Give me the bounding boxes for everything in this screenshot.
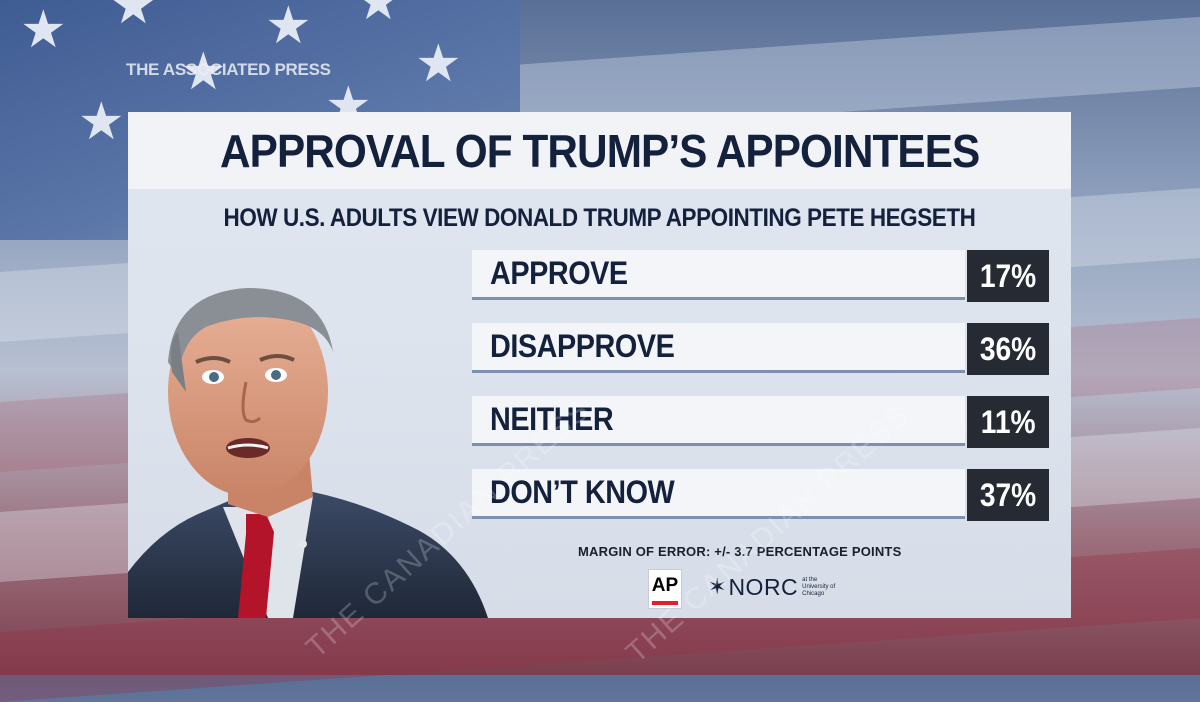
norc-logo-text: NORC xyxy=(728,574,799,600)
flag-star-icon: ★ xyxy=(20,0,67,60)
flag-star-icon: ★ xyxy=(78,92,125,152)
ap-logo: AP xyxy=(648,569,682,609)
response-row: NEITHER 11% xyxy=(472,396,1049,448)
response-label-box: NEITHER xyxy=(472,396,965,446)
response-value: 36% xyxy=(979,330,1037,367)
response-value-box: 11% xyxy=(967,396,1049,448)
chart-title: APPROVAL OF TRUMP’S APPOINTEES xyxy=(219,124,980,177)
response-value: 37% xyxy=(979,476,1037,513)
broadcaster-wordmark: THE ASSOCIATED PRESS xyxy=(126,60,331,79)
response-label: DON’T KNOW xyxy=(490,474,675,510)
ap-logo-text: AP xyxy=(651,575,679,596)
ap-logo-bar xyxy=(652,601,678,605)
response-value: 17% xyxy=(979,257,1037,294)
title-band: APPROVAL OF TRUMP’S APPOINTEES xyxy=(128,112,1071,189)
flag-star-icon: ★ xyxy=(265,0,312,56)
response-value-box: 36% xyxy=(967,323,1049,375)
response-label-box: DISAPPROVE xyxy=(472,323,965,373)
norc-star-icon: ✶ xyxy=(708,575,727,600)
response-label: DISAPPROVE xyxy=(490,328,675,364)
response-label-box: APPROVE xyxy=(472,250,965,300)
norc-logo-subtext: at the University of Chicago xyxy=(802,577,836,597)
norc-logo: ✶ NORC at the University of Chicago xyxy=(708,574,844,601)
response-label-box: DON’T KNOW xyxy=(472,469,965,519)
flag-star-icon: ★ xyxy=(110,0,157,36)
response-row: DON’T KNOW 37% xyxy=(472,469,1049,521)
response-row: APPROVE 17% xyxy=(472,250,1049,302)
chart-card: APPROVAL OF TRUMP’S APPOINTEES HOW U.S. … xyxy=(128,112,1071,618)
response-value-box: 17% xyxy=(967,250,1049,302)
flag-star-icon: ★ xyxy=(415,34,462,94)
flag-star-icon: ★ xyxy=(180,42,227,102)
response-label: NEITHER xyxy=(490,401,614,437)
margin-of-error-note: MARGIN OF ERROR: +/- 3.7 PERCENTAGE POIN… xyxy=(578,544,902,559)
flag-star-icon: ★ xyxy=(355,0,402,32)
chart-subtitle: HOW U.S. ADULTS VIEW DONALD TRUMP APPOIN… xyxy=(223,204,976,232)
response-value: 11% xyxy=(980,403,1036,440)
response-label: APPROVE xyxy=(490,255,628,291)
response-row: DISAPPROVE 36% xyxy=(472,323,1049,375)
response-value-box: 37% xyxy=(967,469,1049,521)
portrait-photo xyxy=(128,288,488,618)
